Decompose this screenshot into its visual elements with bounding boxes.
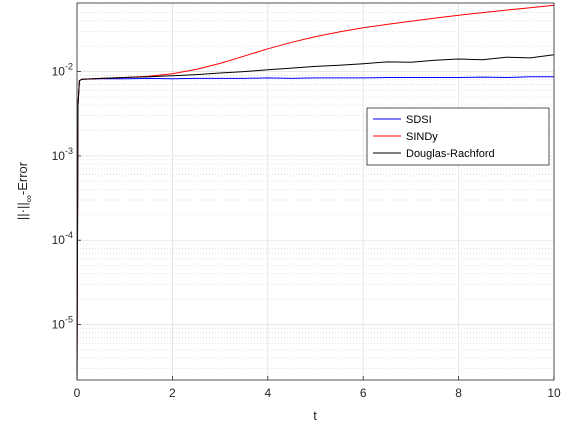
series-line-douglas-rachford (76, 54, 555, 381)
axis-ticks: 0 2 4 6 8 10 10-5 10-4 10-3 10-2 (52, 62, 561, 400)
y-tick-label: 10-4 (52, 230, 73, 247)
legend: SDSI SINDy Douglas-Rachford (366, 107, 550, 166)
y-tick-label: 10-2 (52, 62, 73, 79)
y-tick-label: 10-5 (52, 315, 73, 332)
series-group (76, 4, 555, 381)
plot-area (77, 3, 554, 380)
x-tick-label: 6 (360, 386, 367, 400)
y-tick-label: 10-3 (52, 146, 73, 163)
y-axis-label: ||·||∞-Error (15, 161, 35, 220)
x-axis-label: t (313, 408, 317, 423)
x-tick-label: 10 (547, 386, 561, 400)
legend-label: SDSI (406, 114, 432, 126)
x-tick-label: 8 (455, 386, 462, 400)
plot-frame (76, 2, 555, 381)
y-axis-label-main: ||·|| (15, 202, 30, 220)
legend-label: SINDy (406, 131, 438, 143)
x-tick-label: 0 (74, 386, 81, 400)
x-tick-label: 4 (264, 386, 271, 400)
legend-label: Douglas-Rachford (406, 148, 495, 160)
y-axis-label-subscript: ∞ (24, 195, 35, 202)
x-tick-label: 2 (169, 386, 176, 400)
y-axis-label-suffix: -Error (15, 161, 30, 195)
